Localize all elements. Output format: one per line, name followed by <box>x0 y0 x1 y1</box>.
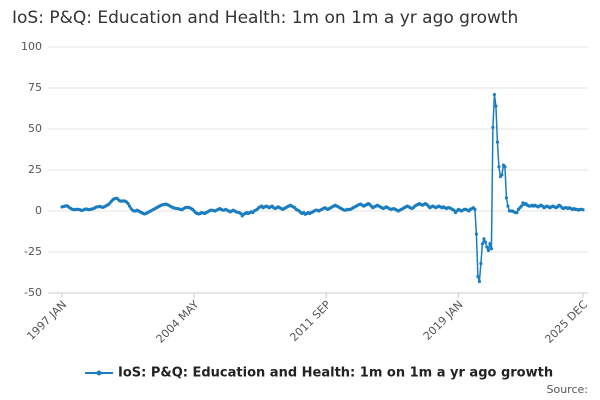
point <box>482 237 486 241</box>
y-tick-label: -25 <box>24 245 42 258</box>
point <box>476 275 480 279</box>
y-tick-label: -50 <box>24 286 42 299</box>
y-tick-label: 25 <box>28 163 42 176</box>
point <box>126 202 130 206</box>
point <box>504 196 509 200</box>
point <box>519 204 524 208</box>
x-tick-label: 2025 DEC <box>542 298 590 346</box>
y-tick-label: 50 <box>28 122 42 135</box>
point <box>127 204 132 208</box>
point <box>452 208 456 212</box>
point <box>477 279 482 284</box>
x-tick-label: 2019 JAN <box>421 298 466 343</box>
point <box>489 247 494 251</box>
point <box>515 211 519 215</box>
legend-label: IoS: P&Q: Education and Health: 1m on 1m… <box>118 366 553 381</box>
point <box>506 204 510 208</box>
point <box>479 261 483 266</box>
y-tick-label: 75 <box>28 81 42 94</box>
legend-marker <box>96 370 102 376</box>
y-tick-label: 0 <box>35 204 42 217</box>
point <box>500 173 504 177</box>
point <box>239 211 243 216</box>
point <box>483 240 488 244</box>
x-tick-label: 2004 MAY <box>154 298 202 346</box>
point <box>485 245 489 249</box>
point <box>495 140 500 144</box>
point <box>497 165 501 169</box>
line <box>61 94 584 282</box>
point <box>492 92 497 97</box>
point <box>473 207 477 211</box>
point <box>491 125 495 129</box>
point <box>486 248 491 252</box>
point <box>503 165 507 169</box>
chart-title: IoS: P&Q: Education and Health: 1m on 1m… <box>12 8 518 28</box>
point <box>488 242 492 246</box>
x-tick-label: 2011 SEP <box>287 298 333 344</box>
y-tick-label: 100 <box>21 40 42 53</box>
x-tick-label: 1997 JAN <box>24 298 69 343</box>
point <box>474 232 478 236</box>
point <box>480 242 485 246</box>
point <box>581 208 585 212</box>
source: Source: <box>547 383 589 396</box>
point <box>494 104 498 108</box>
